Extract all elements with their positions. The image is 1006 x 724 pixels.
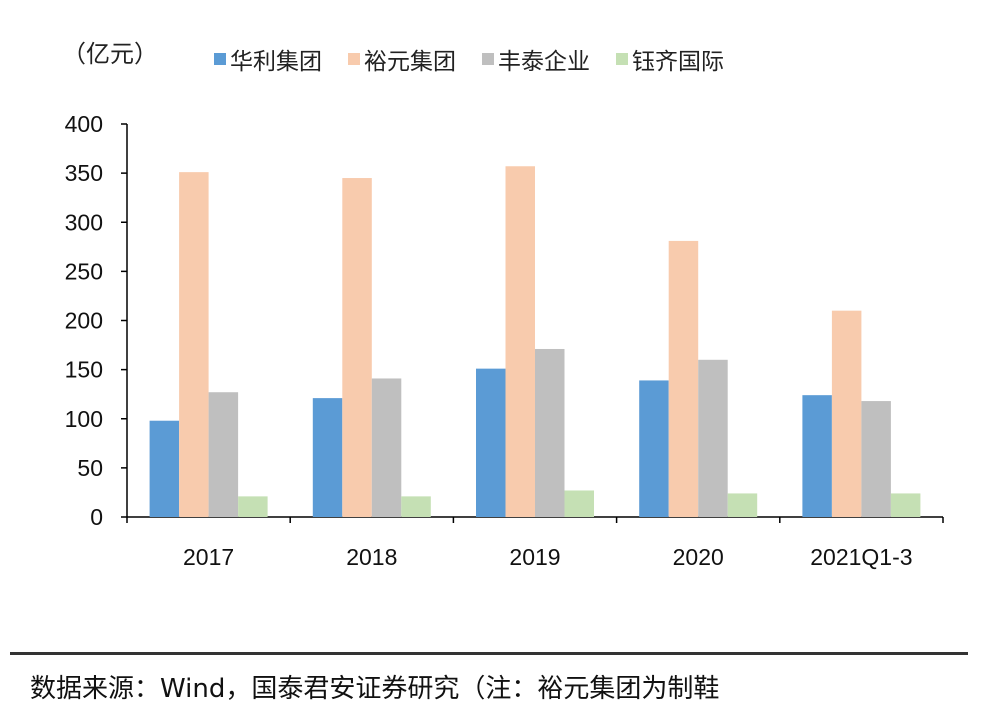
bar: [342, 178, 372, 517]
bar: [476, 368, 506, 517]
unit-label: （亿元）: [62, 40, 158, 68]
bar: [698, 359, 728, 517]
x-tick-label: 2017: [183, 544, 234, 570]
x-tick-label: 2019: [509, 544, 560, 570]
bar: [861, 401, 891, 517]
y-tick-label: 350: [65, 160, 103, 186]
y-tick-label: 0: [90, 504, 103, 530]
x-tick-label: 2021Q1-3: [810, 544, 912, 570]
y-tick-label: 250: [65, 258, 103, 284]
bar: [535, 348, 565, 517]
legend-item: 丰泰企业: [482, 42, 590, 76]
legend-label: 丰泰企业: [498, 49, 590, 75]
bar-chart: 0 50 100 150 200 250 300 350 400 2017 2018 2019 2020…: [65, 111, 944, 570]
bar: [238, 496, 268, 517]
divider: [10, 652, 968, 655]
bar: [639, 380, 669, 517]
legend-swatch: [482, 53, 494, 65]
y-tick-label: 200: [65, 308, 103, 334]
y-tick-label: 50: [77, 455, 103, 481]
bar: [208, 392, 239, 517]
legend-item: 裕元集团: [348, 42, 456, 76]
bar: [149, 420, 180, 517]
legend-label: 钰齐国际: [632, 49, 724, 75]
bar: [401, 496, 431, 517]
y-tick-label: 300: [65, 209, 103, 235]
bar: [802, 395, 832, 517]
legend-label: 华利集团: [230, 49, 322, 75]
source-note: 数据来源：Wind，国泰君安证券研究（注：裕元集团为制鞋: [30, 674, 720, 704]
y-tick-label: 150: [65, 357, 103, 383]
legend-item: 华利集团: [214, 42, 322, 76]
legend-label: 裕元集团: [364, 49, 456, 75]
legend-swatch: [348, 53, 360, 65]
bar: [831, 310, 862, 517]
x-tick-label: 2018: [346, 544, 397, 570]
bar: [505, 166, 535, 517]
y-tick-label: 400: [65, 111, 103, 137]
legend-swatch: [214, 53, 226, 65]
legend-item: 钰齐国际: [616, 42, 724, 76]
legend-swatch: [616, 53, 628, 65]
bar: [668, 240, 699, 518]
bar: [179, 172, 209, 517]
bar: [727, 493, 758, 517]
bar: [371, 378, 402, 517]
legend: 华利集团 裕元集团 丰泰企业 钰齐国际: [214, 42, 724, 76]
bar: [890, 493, 921, 517]
bar: [312, 398, 343, 517]
y-tick-label: 100: [65, 406, 103, 432]
bar: [564, 490, 594, 517]
x-tick-label: 2020: [673, 544, 724, 570]
